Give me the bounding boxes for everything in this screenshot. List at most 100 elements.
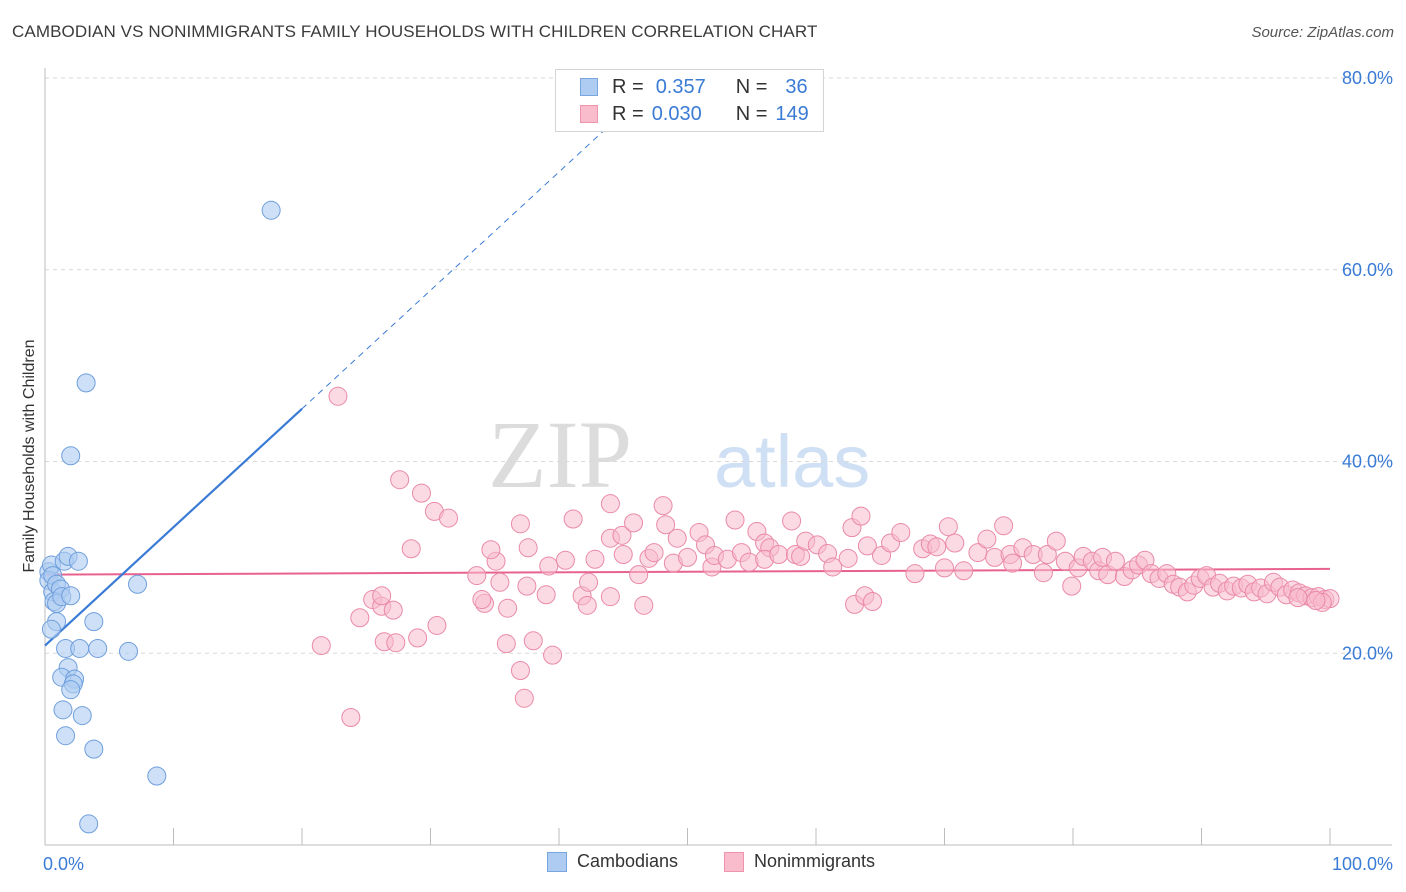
r-value: 0.030 xyxy=(651,102,702,125)
y-tick-label: 20.0% xyxy=(1342,643,1393,663)
nonimmigrants-point xyxy=(372,586,392,606)
watermark: ZIP atlas xyxy=(488,401,870,508)
nonimmigrants-point xyxy=(1033,563,1053,583)
cambodians-point xyxy=(88,638,108,658)
nonimmigrants-point xyxy=(823,557,843,577)
nonimmigrants-point xyxy=(863,591,883,611)
nonimmigrants-point xyxy=(523,631,543,651)
r-value: 0.357 xyxy=(655,75,706,98)
nonimmigrants-point xyxy=(994,516,1014,536)
cambodians-point xyxy=(61,586,81,606)
cambodians-point xyxy=(84,612,104,632)
cambodians-point xyxy=(261,200,281,220)
n-label: N = xyxy=(735,102,768,125)
cambodians-point xyxy=(119,641,139,661)
nonimmigrants-point xyxy=(985,547,1005,567)
cambodians-point xyxy=(76,373,96,393)
x-tick-label: 0.0% xyxy=(43,854,84,874)
nonimmigrants-point xyxy=(739,552,759,572)
n-value: 36 xyxy=(785,75,808,98)
cambodians-point xyxy=(61,446,81,466)
nonimmigrants-point xyxy=(1062,576,1082,596)
nonimmigrants-point xyxy=(514,688,534,708)
r-label: R = xyxy=(612,102,644,125)
nonimmigrants-point xyxy=(510,661,530,681)
cambodians-trend-line xyxy=(44,407,303,647)
source-label: Source: ZipAtlas.com xyxy=(1251,24,1394,41)
nonimmigrants-point xyxy=(401,539,421,559)
cambodians-point xyxy=(84,739,104,759)
n-label: N = xyxy=(735,75,768,98)
nonimmigrants-point xyxy=(350,608,370,628)
nonimmigrants-point xyxy=(954,561,974,581)
nonimmigrants-point xyxy=(1046,531,1066,551)
nonimmigrants-point xyxy=(624,513,644,533)
cambodians-legend-swatch xyxy=(547,851,567,872)
legend-label-nonimmigrants: Nonimmigrants xyxy=(754,851,876,871)
nonimmigrants-point xyxy=(328,386,348,406)
stats-row-nonimmigrants: R = 0.030 N = 149 xyxy=(556,101,809,127)
cambodians-trend-extension xyxy=(301,130,605,410)
nonimmigrants-point xyxy=(838,548,858,568)
y-tick-label: 60.0% xyxy=(1342,260,1393,280)
nonimmigrants-point xyxy=(644,543,664,563)
tick-labels: 20.0% 40.0% 60.0% 80.0% 0.0% 100.0% xyxy=(43,68,1393,874)
nonimmigrants-point xyxy=(612,525,632,545)
nonimmigrants-point xyxy=(935,558,954,578)
nonimmigrants-point xyxy=(656,515,676,535)
cambodians-point xyxy=(53,700,73,720)
nonimmigrants-point xyxy=(481,540,501,560)
nonimmigrants-point xyxy=(977,529,997,549)
nonimmigrants-point xyxy=(857,536,877,556)
nonimmigrants-point xyxy=(905,564,925,584)
nonimmigrants-point xyxy=(667,528,687,548)
stats-row-cambodians: R = 0.357 N = 36 xyxy=(556,74,808,100)
cambodians-point xyxy=(68,551,88,571)
legend-label-cambodians: Cambodians xyxy=(577,851,679,871)
nonimmigrants-point xyxy=(945,533,965,553)
nonimmigrants-point xyxy=(555,550,575,570)
cambodians-points xyxy=(39,200,281,834)
nonimmigrants-point xyxy=(782,511,802,531)
nonimmigrants-swatch xyxy=(580,105,598,123)
nonimmigrants-point xyxy=(427,615,447,635)
stats-legend: R = 0.357 N = 36 R = 0.030 N = 149 xyxy=(555,69,824,132)
nonimmigrants-point xyxy=(386,633,406,653)
nonimmigrants-point xyxy=(577,595,597,615)
y-tick-label: 80.0% xyxy=(1342,68,1393,88)
nonimmigrants-point xyxy=(390,470,410,490)
nonimmigrants-point xyxy=(634,595,654,615)
nonimmigrants-point xyxy=(653,496,673,516)
series-legend: Cambodians Nonimmigrants xyxy=(0,851,1406,879)
nonimmigrants-point xyxy=(1105,551,1125,571)
nonimmigrants-point xyxy=(498,598,518,618)
nonimmigrants-point xyxy=(600,494,620,514)
cambodians-point xyxy=(128,574,148,594)
nonimmigrants-legend-swatch xyxy=(724,851,744,872)
nonimmigrants-point xyxy=(496,634,516,654)
watermark-zip: ZIP xyxy=(488,401,632,508)
cambodians-point xyxy=(147,766,167,786)
legend-item-cambodians[interactable]: Cambodians xyxy=(547,851,678,872)
nonimmigrants-point xyxy=(490,572,510,592)
cambodians-point xyxy=(56,726,76,746)
nonimmigrants-point xyxy=(536,585,556,605)
nonimmigrants-point xyxy=(518,538,538,558)
cambodians-point xyxy=(61,680,81,700)
nonimmigrants-point xyxy=(600,587,620,607)
legend-item-nonimmigrants[interactable]: Nonimmigrants xyxy=(724,851,875,872)
nonimmigrants-point xyxy=(438,508,458,528)
axes xyxy=(44,68,1392,846)
chart-title: CAMBODIAN VS NONIMMIGRANTS FAMILY HOUSEH… xyxy=(12,22,818,41)
nonimmigrants-point xyxy=(769,544,789,564)
nonimmigrants-point xyxy=(851,506,871,526)
n-value: 149 xyxy=(775,102,809,125)
nonimmigrants-point xyxy=(613,544,633,564)
nonimmigrants-points xyxy=(311,386,1340,727)
nonimmigrants-point xyxy=(629,565,649,585)
nonimmigrants-point xyxy=(412,483,432,503)
nonimmigrants-point xyxy=(408,628,428,648)
nonimmigrants-point xyxy=(1037,544,1057,564)
nonimmigrants-point xyxy=(467,566,487,586)
cambodians-swatch xyxy=(580,78,598,96)
